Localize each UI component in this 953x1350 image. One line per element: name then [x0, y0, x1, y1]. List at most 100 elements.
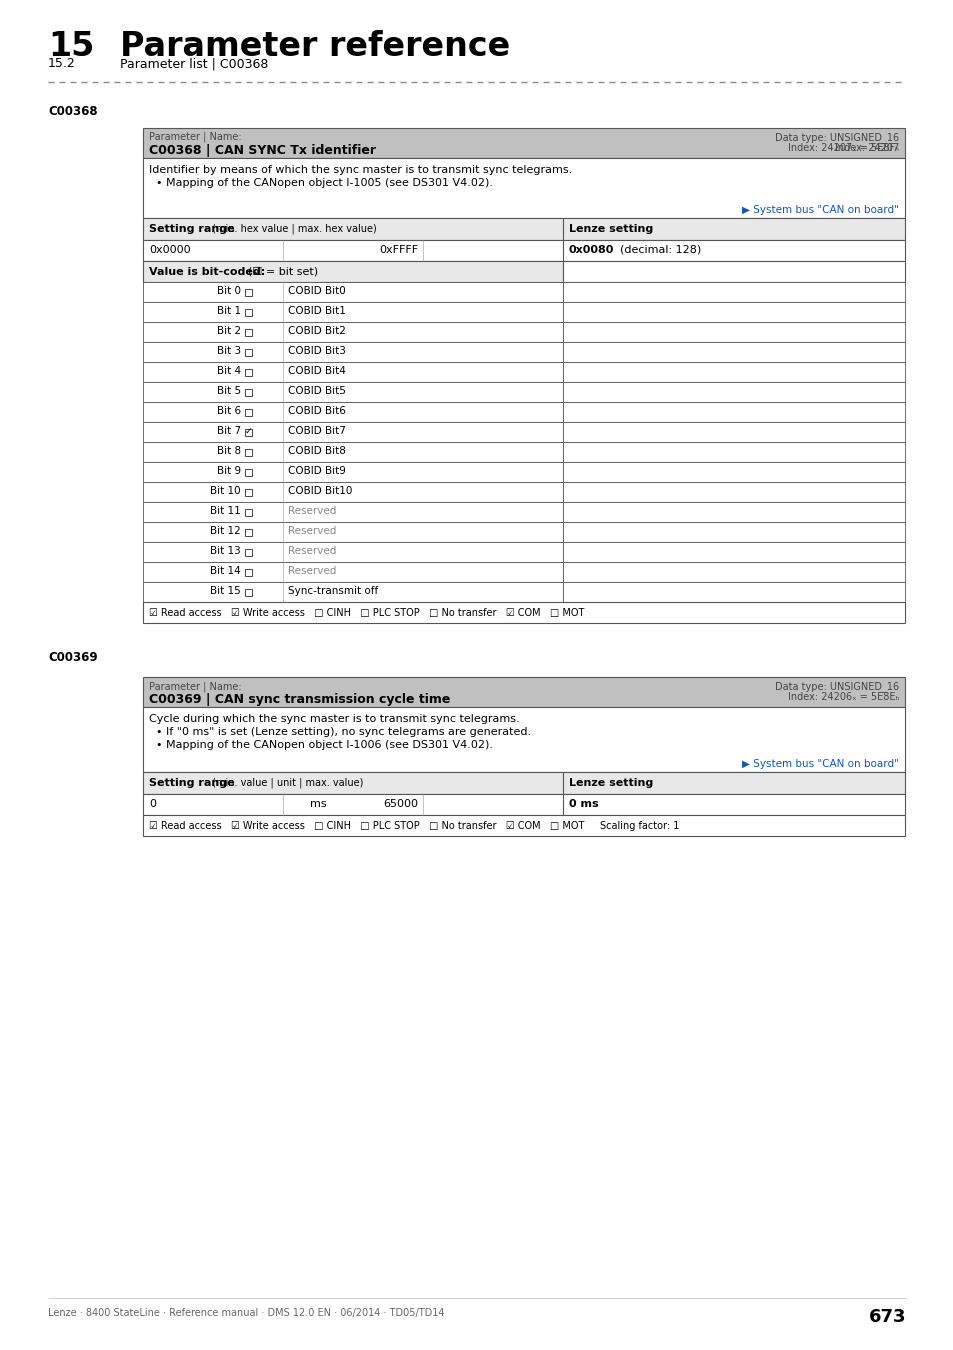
Text: Reserved: Reserved: [288, 506, 336, 516]
Text: Sync-transmit off: Sync-transmit off: [288, 586, 377, 595]
Bar: [562, 522, 904, 541]
Bar: [562, 462, 904, 482]
Bar: [143, 602, 904, 622]
Bar: [562, 441, 904, 462]
Bar: [143, 676, 904, 707]
Bar: [143, 362, 562, 382]
Bar: [562, 382, 904, 402]
Bar: [562, 423, 904, 441]
Text: Bit 15: Bit 15: [210, 586, 241, 595]
Bar: [143, 402, 562, 423]
Text: Bit 1: Bit 1: [216, 306, 241, 316]
Text: Parameter | Name:: Parameter | Name:: [149, 132, 241, 143]
Text: COBID Bit1: COBID Bit1: [288, 306, 346, 316]
Text: COBID Bit8: COBID Bit8: [288, 446, 346, 456]
Text: Index: 24207: Index: 24207: [834, 143, 898, 153]
Bar: [245, 568, 252, 575]
Text: Parameter | Name:: Parameter | Name:: [149, 680, 241, 691]
Text: C00368 | CAN SYNC Tx identifier: C00368 | CAN SYNC Tx identifier: [149, 144, 375, 157]
Bar: [562, 261, 904, 282]
Bar: [245, 389, 252, 396]
Text: C00368: C00368: [48, 105, 97, 117]
Text: Lenze · 8400 StateLine · Reference manual · DMS 12.0 EN · 06/2014 · TD05/TD14: Lenze · 8400 StateLine · Reference manua…: [48, 1308, 444, 1318]
Text: Bit 11: Bit 11: [210, 506, 241, 516]
Bar: [143, 240, 904, 261]
Text: COBID Bit6: COBID Bit6: [288, 406, 346, 416]
Text: C00369 | CAN sync transmission cycle time: C00369 | CAN sync transmission cycle tim…: [149, 693, 450, 706]
Bar: [562, 562, 904, 582]
Text: Bit 4: Bit 4: [216, 366, 241, 377]
Text: Parameter reference: Parameter reference: [120, 30, 510, 63]
Bar: [562, 541, 904, 562]
Bar: [562, 582, 904, 602]
Text: ☑ Read access   ☑ Write access   □ CINH   □ PLC STOP   □ No transfer   ☑ COM   □: ☑ Read access ☑ Write access □ CINH □ PL…: [149, 608, 584, 618]
Bar: [245, 489, 252, 495]
Bar: [143, 562, 562, 582]
Bar: [245, 468, 252, 475]
Bar: [245, 448, 252, 455]
Bar: [562, 323, 904, 342]
Text: Identifier by means of which the sync master is to transmit sync telegrams.: Identifier by means of which the sync ma…: [149, 165, 572, 176]
Text: COBID Bit3: COBID Bit3: [288, 346, 346, 356]
Bar: [143, 522, 562, 541]
Text: COBID Bit5: COBID Bit5: [288, 386, 346, 396]
Text: ▶ System bus "CAN on board": ▶ System bus "CAN on board": [741, 205, 898, 215]
Bar: [143, 772, 904, 794]
Bar: [562, 502, 904, 522]
Bar: [143, 582, 562, 602]
Bar: [562, 402, 904, 423]
Bar: [143, 323, 562, 342]
Text: COBID Bit0: COBID Bit0: [288, 286, 345, 296]
Text: Bit 5: Bit 5: [216, 386, 241, 396]
Text: Reserved: Reserved: [288, 526, 336, 536]
Bar: [245, 589, 252, 595]
Text: Bit 13: Bit 13: [210, 545, 241, 556]
Bar: [245, 328, 252, 336]
Text: (min. value | unit | max. value): (min. value | unit | max. value): [209, 778, 363, 788]
Bar: [245, 509, 252, 516]
Bar: [245, 289, 252, 296]
Bar: [143, 482, 562, 502]
Text: • Mapping of the CANopen object I-1005 (see DS301 V4.02).: • Mapping of the CANopen object I-1005 (…: [149, 178, 493, 188]
Bar: [143, 342, 562, 362]
Text: Data type: UNSIGNED_16: Data type: UNSIGNED_16: [774, 680, 898, 693]
Bar: [245, 348, 252, 355]
Bar: [245, 369, 252, 375]
Text: Index: 24207ₓ = 5E8Fₕ: Index: 24207ₓ = 5E8Fₕ: [787, 143, 898, 153]
Bar: [143, 128, 904, 158]
Text: Setting range: Setting range: [149, 778, 234, 788]
Bar: [562, 362, 904, 382]
Bar: [143, 282, 562, 302]
Text: Lenze setting: Lenze setting: [568, 778, 653, 788]
Text: ☑ Read access   ☑ Write access   □ CINH   □ PLC STOP   □ No transfer   ☑ COM   □: ☑ Read access ☑ Write access □ CINH □ PL…: [149, 821, 679, 832]
Text: (☑ = bit set): (☑ = bit set): [241, 267, 317, 277]
Text: • Mapping of the CANopen object I-1006 (see DS301 V4.02).: • Mapping of the CANopen object I-1006 (…: [149, 740, 493, 751]
Bar: [143, 217, 904, 240]
Text: 15: 15: [48, 30, 94, 63]
Text: 0x0080: 0x0080: [568, 244, 614, 255]
Text: 0xFFFF: 0xFFFF: [378, 244, 417, 255]
Text: COBID Bit9: COBID Bit9: [288, 466, 346, 477]
Bar: [143, 794, 904, 815]
Text: Index: 24206ₓ = 5E8Eₕ: Index: 24206ₓ = 5E8Eₕ: [787, 693, 898, 702]
Text: ✓: ✓: [245, 427, 252, 436]
Bar: [143, 441, 562, 462]
Text: Bit 12: Bit 12: [210, 526, 241, 536]
Text: Reserved: Reserved: [288, 566, 336, 576]
Text: Cycle during which the sync master is to transmit sync telegrams.: Cycle during which the sync master is to…: [149, 714, 519, 724]
Bar: [143, 302, 562, 323]
Text: ▶ System bus "CAN on board": ▶ System bus "CAN on board": [741, 759, 898, 769]
Bar: [143, 261, 562, 282]
Bar: [143, 382, 562, 402]
Bar: [245, 548, 252, 555]
Text: Bit 2: Bit 2: [216, 325, 241, 336]
Bar: [143, 815, 904, 836]
Text: COBID Bit7: COBID Bit7: [288, 427, 346, 436]
Bar: [562, 342, 904, 362]
Bar: [245, 528, 252, 536]
Bar: [562, 482, 904, 502]
Text: 673: 673: [867, 1308, 905, 1326]
Text: Data type: UNSIGNED_16: Data type: UNSIGNED_16: [774, 132, 898, 143]
Text: 0: 0: [149, 799, 156, 809]
Bar: [245, 409, 252, 416]
